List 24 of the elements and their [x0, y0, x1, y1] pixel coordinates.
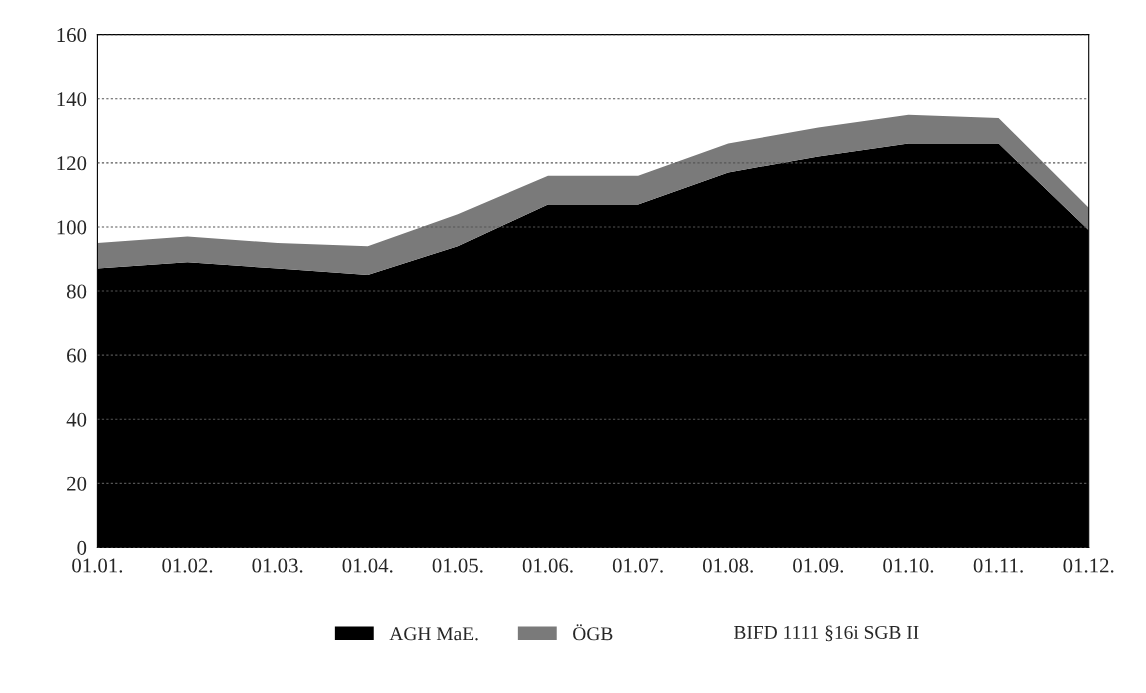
- y-tick-label: 60: [67, 348, 87, 363]
- legend-label: AGH MaE.: [389, 627, 478, 641]
- y-tick-label: 80: [66, 284, 87, 299]
- x-tick-label: 01.06.: [522, 558, 573, 573]
- y-tick-label: 0: [77, 540, 87, 555]
- x-tick-label: 01.12.: [1063, 558, 1114, 573]
- text: BIFD 1111 §16i SGB II: [734, 625, 919, 642]
- y-tick-label: 20: [67, 476, 87, 491]
- x-tick-label: 01.01.: [72, 558, 123, 573]
- y-tick-label: 140: [57, 92, 87, 107]
- y-tick-label: 40: [66, 412, 87, 427]
- x-tick-label: 01.05.: [432, 558, 483, 573]
- x-tick-label: 01.09.: [793, 558, 844, 573]
- x-tick-label: 01.02.: [162, 558, 213, 573]
- y-tick-label: 160: [57, 28, 87, 43]
- x-tick-label: 01.04.: [342, 558, 393, 573]
- x-tick-label: 01.03.: [252, 558, 303, 573]
- legend-label: ÖGB: [573, 624, 613, 641]
- y-tick-label: 100: [57, 220, 87, 235]
- x-tick-label: 01.11.: [973, 558, 1023, 573]
- x-tick-label: 01.08.: [702, 558, 753, 573]
- x-tick-label: 01.07.: [612, 558, 663, 573]
- y-tick-label: 120: [57, 156, 87, 171]
- x-tick-label: 01.10.: [883, 558, 934, 573]
